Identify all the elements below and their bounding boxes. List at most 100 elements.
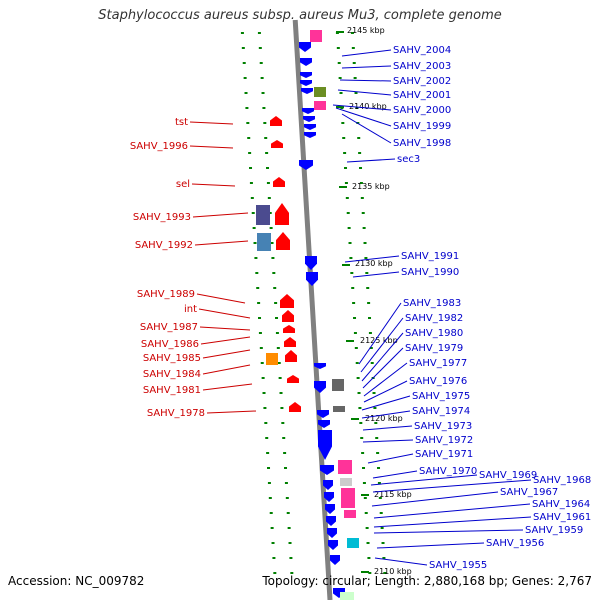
right-leader-line xyxy=(373,503,531,519)
position-tick-label: 2130 kbp xyxy=(355,259,393,268)
reverse-gene-arrow xyxy=(325,504,335,514)
left-leader-line xyxy=(194,240,249,246)
guide-dot xyxy=(275,332,279,334)
gene-block xyxy=(333,406,345,412)
right-leader-line xyxy=(344,255,400,263)
guide-dot xyxy=(241,47,245,49)
guide-dot xyxy=(338,77,342,79)
guide-dot xyxy=(364,257,368,259)
guide-dot xyxy=(378,497,382,499)
position-tick-label: 2125 kbp xyxy=(360,336,398,345)
reverse-gene-arrow xyxy=(318,430,332,460)
guide-dot xyxy=(257,302,261,304)
forward-gene-arrow xyxy=(287,375,299,383)
guide-dot xyxy=(365,272,369,274)
guide-dot xyxy=(266,182,270,184)
right-leader-line xyxy=(360,317,404,373)
guide-dot xyxy=(258,332,262,334)
guide-dot xyxy=(244,92,248,94)
guide-dot xyxy=(372,392,376,394)
dotted-guide-rings xyxy=(240,32,387,574)
guide-dot xyxy=(251,212,255,214)
right-gene-label: SAHV_2000 xyxy=(393,105,451,116)
guide-dot xyxy=(264,137,268,139)
guide-dot xyxy=(366,287,370,289)
right-leader-line xyxy=(363,380,408,403)
guide-dot xyxy=(380,527,384,529)
guide-dot xyxy=(249,167,253,169)
right-gene-label: SAHV_1999 xyxy=(393,121,451,132)
guide-dot xyxy=(351,47,355,49)
right-gene-label: SAHV_1968 xyxy=(533,475,591,486)
guide-dot xyxy=(352,302,356,304)
guide-dot xyxy=(359,167,363,169)
guide-dot xyxy=(254,257,258,259)
right-gene-label: SAHV_1974 xyxy=(412,406,470,417)
right-leader-line xyxy=(361,395,411,411)
right-leader-line xyxy=(339,79,392,82)
guide-dot xyxy=(349,257,353,259)
guide-dot xyxy=(382,557,386,559)
guide-dot xyxy=(284,482,288,484)
gene-block xyxy=(257,233,271,251)
left-leader-line xyxy=(189,121,234,125)
right-leader-line xyxy=(372,479,532,493)
right-leader-line xyxy=(371,491,499,507)
reverse-gene-arrow xyxy=(306,272,318,286)
left-leader-line xyxy=(202,383,253,391)
reverse-gene-arrow xyxy=(300,80,312,86)
reverse-gene-arrow xyxy=(303,116,315,122)
guide-dot xyxy=(261,92,265,94)
reverse-gene-arrow xyxy=(314,363,326,369)
guide-dot xyxy=(256,287,260,289)
gene-block xyxy=(314,101,326,110)
position-tick-label: 2145 kbp xyxy=(347,26,385,35)
guide-dot xyxy=(358,152,362,154)
right-gene-label: SAHV_2002 xyxy=(393,76,451,87)
right-gene-label: SAHV_1967 xyxy=(500,487,558,498)
guide-dot xyxy=(360,197,364,199)
right-leader-line xyxy=(363,362,408,397)
guide-dot xyxy=(354,347,358,349)
guide-dot xyxy=(280,407,284,409)
gene-block xyxy=(310,30,322,42)
backbone-line xyxy=(292,19,333,601)
guide-dot xyxy=(362,467,366,469)
right-gene-label: SAHV_1959 xyxy=(525,525,583,536)
guide-dot xyxy=(367,302,371,304)
guide-dot xyxy=(337,62,341,64)
guide-dot xyxy=(272,272,276,274)
left-gene-label: tst xyxy=(175,117,188,128)
guide-dot xyxy=(363,497,367,499)
guide-dot xyxy=(269,227,273,229)
guide-dot xyxy=(339,92,343,94)
right-leader-line xyxy=(346,158,396,163)
guide-dot xyxy=(264,422,268,424)
guide-dot xyxy=(347,227,351,229)
left-leader-line xyxy=(202,364,251,375)
guide-dot xyxy=(247,137,251,139)
right-gene-label: SAHV_1990 xyxy=(401,267,459,278)
guide-dot xyxy=(273,287,277,289)
right-gene-label: SAHV_1982 xyxy=(405,313,463,324)
reverse-gene-arrow xyxy=(330,555,340,565)
guide-dot xyxy=(257,32,261,34)
reverse-gene-arrow xyxy=(304,132,316,138)
forward-gene-arrow xyxy=(284,337,296,347)
guide-dot xyxy=(269,512,273,514)
left-gene-label: SAHV_1985 xyxy=(143,353,201,364)
position-tick-label: 2110 kbp xyxy=(374,567,412,576)
right-leader-line xyxy=(341,113,392,144)
right-leader-line xyxy=(362,425,413,431)
forward-gene-arrow xyxy=(282,310,294,322)
right-gene-label: SAHV_2004 xyxy=(393,45,451,56)
guide-dot xyxy=(263,407,267,409)
guide-dot xyxy=(377,482,381,484)
left-gene-label: sel xyxy=(176,179,190,190)
guide-dot xyxy=(271,542,275,544)
position-tick xyxy=(339,186,347,188)
guide-dot xyxy=(343,152,347,154)
right-gene-label: SAHV_2001 xyxy=(393,90,451,101)
